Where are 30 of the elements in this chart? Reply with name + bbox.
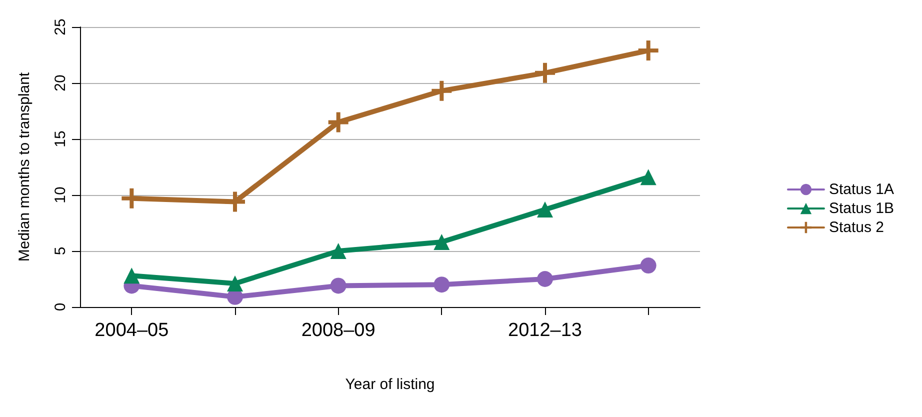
y-tick-label: 10 xyxy=(52,186,69,204)
point xyxy=(330,243,346,259)
point xyxy=(122,188,142,208)
point xyxy=(434,276,450,293)
x-tick-label: 2008–09 xyxy=(301,320,376,341)
y-tick-label: 20 xyxy=(52,74,69,92)
x-tick-label: 2004–05 xyxy=(94,320,169,341)
y-tick-label: 15 xyxy=(52,130,69,148)
point xyxy=(640,258,656,274)
point xyxy=(124,268,140,284)
point xyxy=(328,112,348,132)
point xyxy=(537,271,553,287)
x-tick-label: 2012–13 xyxy=(508,320,582,341)
point xyxy=(434,234,450,250)
point xyxy=(227,275,243,292)
y-tick-label: 5 xyxy=(52,246,69,256)
legend-label: Status 1A xyxy=(828,181,894,198)
point xyxy=(330,278,346,294)
legend-label: Status 1B xyxy=(828,200,894,217)
point xyxy=(640,169,656,186)
point xyxy=(537,202,553,218)
point xyxy=(432,80,452,101)
point xyxy=(225,192,245,212)
point xyxy=(535,62,555,83)
point xyxy=(638,40,658,61)
y-tick-label: 0 xyxy=(52,302,69,312)
y-tick-label: 25 xyxy=(52,18,69,36)
legend-label: Status 2 xyxy=(828,219,884,236)
y-axis-title: Median months to transplant xyxy=(16,72,33,262)
x-axis-title: Year of listing xyxy=(345,376,435,393)
